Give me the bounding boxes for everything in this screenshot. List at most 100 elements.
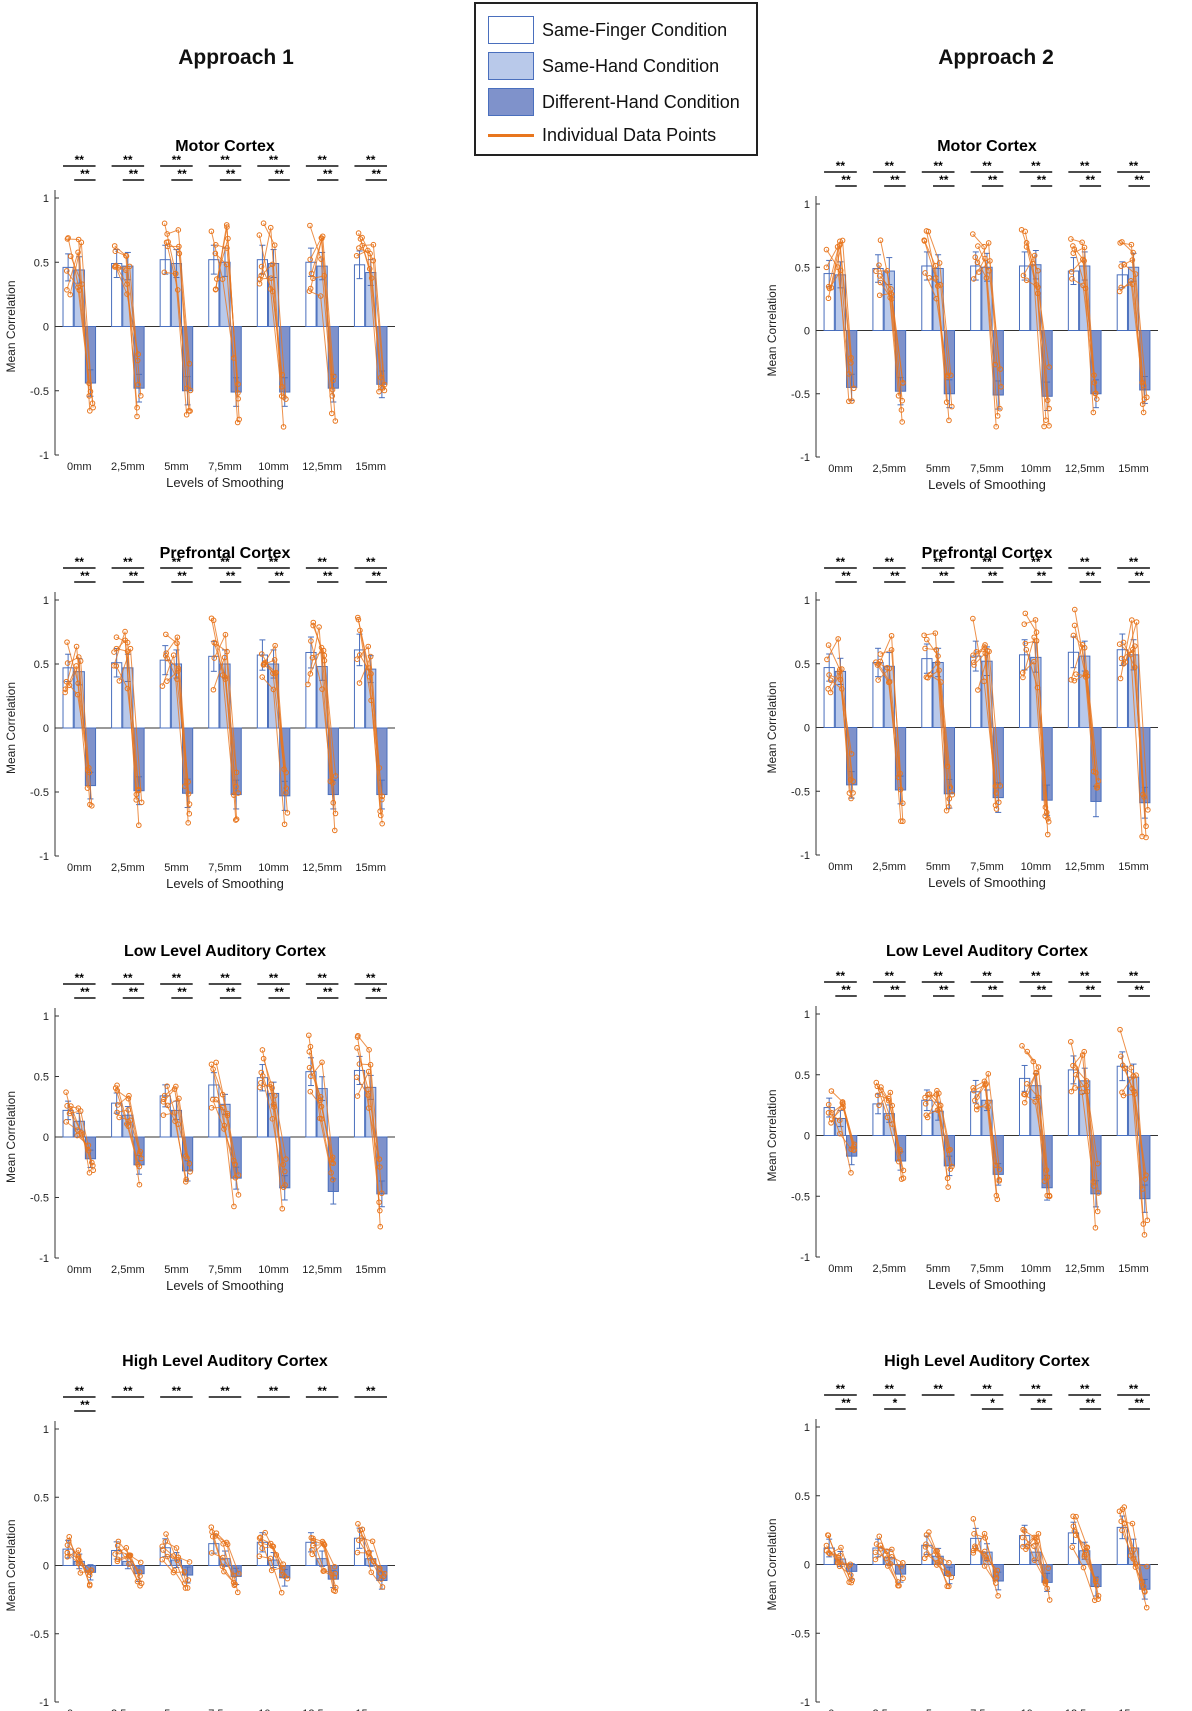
individual-line	[830, 679, 854, 782]
individual-point	[872, 1549, 879, 1556]
sig-marker: **	[1129, 159, 1139, 173]
sig-marker: **	[982, 159, 992, 173]
individual-line	[1070, 238, 1094, 413]
sig-marker: **	[317, 555, 327, 569]
y-tick-label: 0.5	[795, 1491, 810, 1503]
individual-point	[114, 1558, 121, 1565]
individual-point	[329, 1159, 335, 1166]
individual-line	[973, 256, 997, 427]
individual-point	[86, 1572, 93, 1578]
individual-point	[838, 1544, 844, 1551]
y-tick-label: -0.5	[30, 386, 49, 398]
y-tick-label: 0.5	[34, 659, 49, 671]
y-tick-label: 0.5	[34, 1072, 49, 1084]
individual-point	[365, 1550, 372, 1556]
individual-line	[978, 259, 1002, 387]
individual-point	[367, 653, 374, 660]
legend-item-different-hand: Different-Hand Condition	[488, 88, 740, 116]
individual-point	[234, 419, 241, 426]
individual-point	[1139, 379, 1145, 386]
individual-point	[116, 1114, 122, 1121]
individual-point	[379, 793, 386, 800]
individual-line	[166, 229, 190, 364]
sig-marker: **	[841, 569, 851, 583]
individual-point	[887, 1561, 894, 1567]
x-tick-label: 7,5mm	[208, 862, 242, 874]
x-tick-label: 12,5mm	[1065, 463, 1105, 475]
individual-point	[1083, 669, 1089, 676]
individual-point	[970, 1550, 977, 1556]
individual-point	[828, 1110, 835, 1116]
individual-point	[116, 678, 123, 684]
individual-point	[1035, 267, 1041, 274]
individual-point	[1081, 1553, 1088, 1560]
individual-point	[1092, 1225, 1099, 1231]
individual-point	[73, 643, 80, 650]
individual-point	[113, 663, 120, 669]
individual-point	[280, 424, 287, 430]
sig-marker: **	[1135, 1396, 1145, 1410]
individual-line	[1075, 1516, 1100, 1596]
individual-point	[971, 1531, 977, 1537]
y-tick-label: -0.5	[30, 1193, 49, 1205]
individual-point	[136, 1151, 143, 1157]
individual-point	[1035, 1094, 1041, 1101]
individual-point	[848, 1146, 854, 1153]
individual-line	[263, 659, 287, 793]
individual-point	[974, 259, 981, 266]
sig-marker: **	[1031, 969, 1041, 983]
individual-point	[1140, 409, 1147, 416]
individual-point	[1144, 1563, 1150, 1570]
individual-line	[260, 1082, 284, 1165]
individual-line	[1123, 1523, 1147, 1567]
individual-point	[926, 1091, 933, 1097]
individual-point	[1046, 364, 1052, 370]
individual-point	[1068, 236, 1074, 242]
individual-point	[850, 778, 856, 784]
individual-point	[271, 1104, 277, 1110]
individual-point	[895, 393, 902, 399]
individual-point	[1091, 1597, 1098, 1604]
sig-marker: **	[323, 985, 333, 999]
individual-point	[354, 1093, 361, 1099]
sig-marker: **	[323, 167, 333, 181]
individual-point	[212, 250, 219, 257]
individual-point	[114, 1102, 121, 1108]
individual-point	[934, 1107, 941, 1113]
individual-line	[878, 1091, 903, 1180]
individual-point	[825, 686, 831, 692]
individual-point	[233, 816, 240, 822]
individual-line	[70, 1111, 94, 1166]
individual-point	[921, 632, 927, 639]
individual-point	[231, 1203, 237, 1210]
individual-point	[825, 1109, 832, 1116]
individual-line	[879, 292, 903, 422]
individual-line	[358, 247, 382, 388]
individual-point	[970, 615, 976, 622]
individual-point	[981, 678, 987, 685]
individual-point	[114, 1109, 120, 1116]
individual-point	[1033, 629, 1040, 636]
individual-point	[1072, 1085, 1079, 1091]
individual-point	[1045, 1565, 1052, 1571]
individual-point	[173, 1083, 179, 1090]
same-hand-swatch	[488, 52, 534, 80]
individual-line	[67, 656, 91, 805]
individual-point	[1019, 1043, 1025, 1049]
individual-point	[972, 254, 979, 261]
y-tick-label: 0.5	[795, 262, 810, 274]
sig-marker: **	[885, 555, 895, 569]
individual-line	[831, 1106, 855, 1151]
individual-point	[1042, 813, 1048, 819]
individual-line	[69, 659, 93, 806]
sig-marker: **	[366, 971, 376, 985]
individual-line	[164, 223, 188, 389]
x-tick-label: 10mm	[258, 1708, 289, 1711]
sig-marker: **	[1129, 555, 1139, 569]
individual-point	[848, 795, 854, 802]
sig-marker: **	[890, 173, 900, 187]
individual-point	[135, 786, 142, 793]
individual-point	[267, 1540, 274, 1547]
individual-line	[115, 665, 140, 790]
individual-point	[123, 253, 130, 259]
